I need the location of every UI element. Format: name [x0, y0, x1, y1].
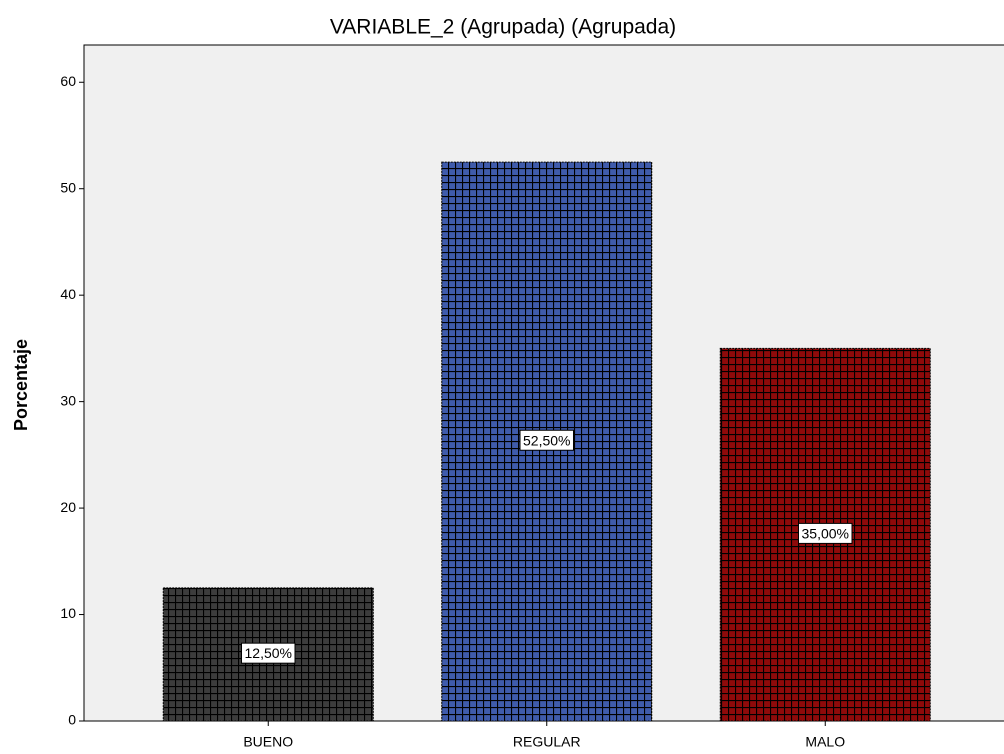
value-label-box	[241, 642, 296, 664]
y-tick-label: 0	[68, 712, 76, 728]
y-tick-label: 10	[60, 605, 76, 621]
y-tick-label: 40	[60, 286, 76, 302]
value-label: 12,50%	[245, 645, 292, 661]
y-axis-label: Porcentaje	[11, 339, 31, 431]
chart-title: VARIABLE_2 (Agrupada) (Agrupada)	[330, 16, 676, 39]
x-tick-label: REGULAR	[513, 734, 581, 750]
value-label-box	[798, 522, 853, 544]
x-tick-label: MALO	[805, 734, 845, 750]
value-label-box	[519, 429, 574, 451]
y-tick-label: 60	[60, 73, 76, 89]
y-tick-label: 20	[60, 499, 76, 515]
value-label: 52,50%	[523, 432, 570, 448]
y-tick-label: 50	[60, 179, 76, 195]
y-tick-label: 30	[60, 392, 76, 408]
x-tick-label: BUENO	[243, 734, 293, 750]
value-label: 35,00%	[802, 525, 849, 541]
